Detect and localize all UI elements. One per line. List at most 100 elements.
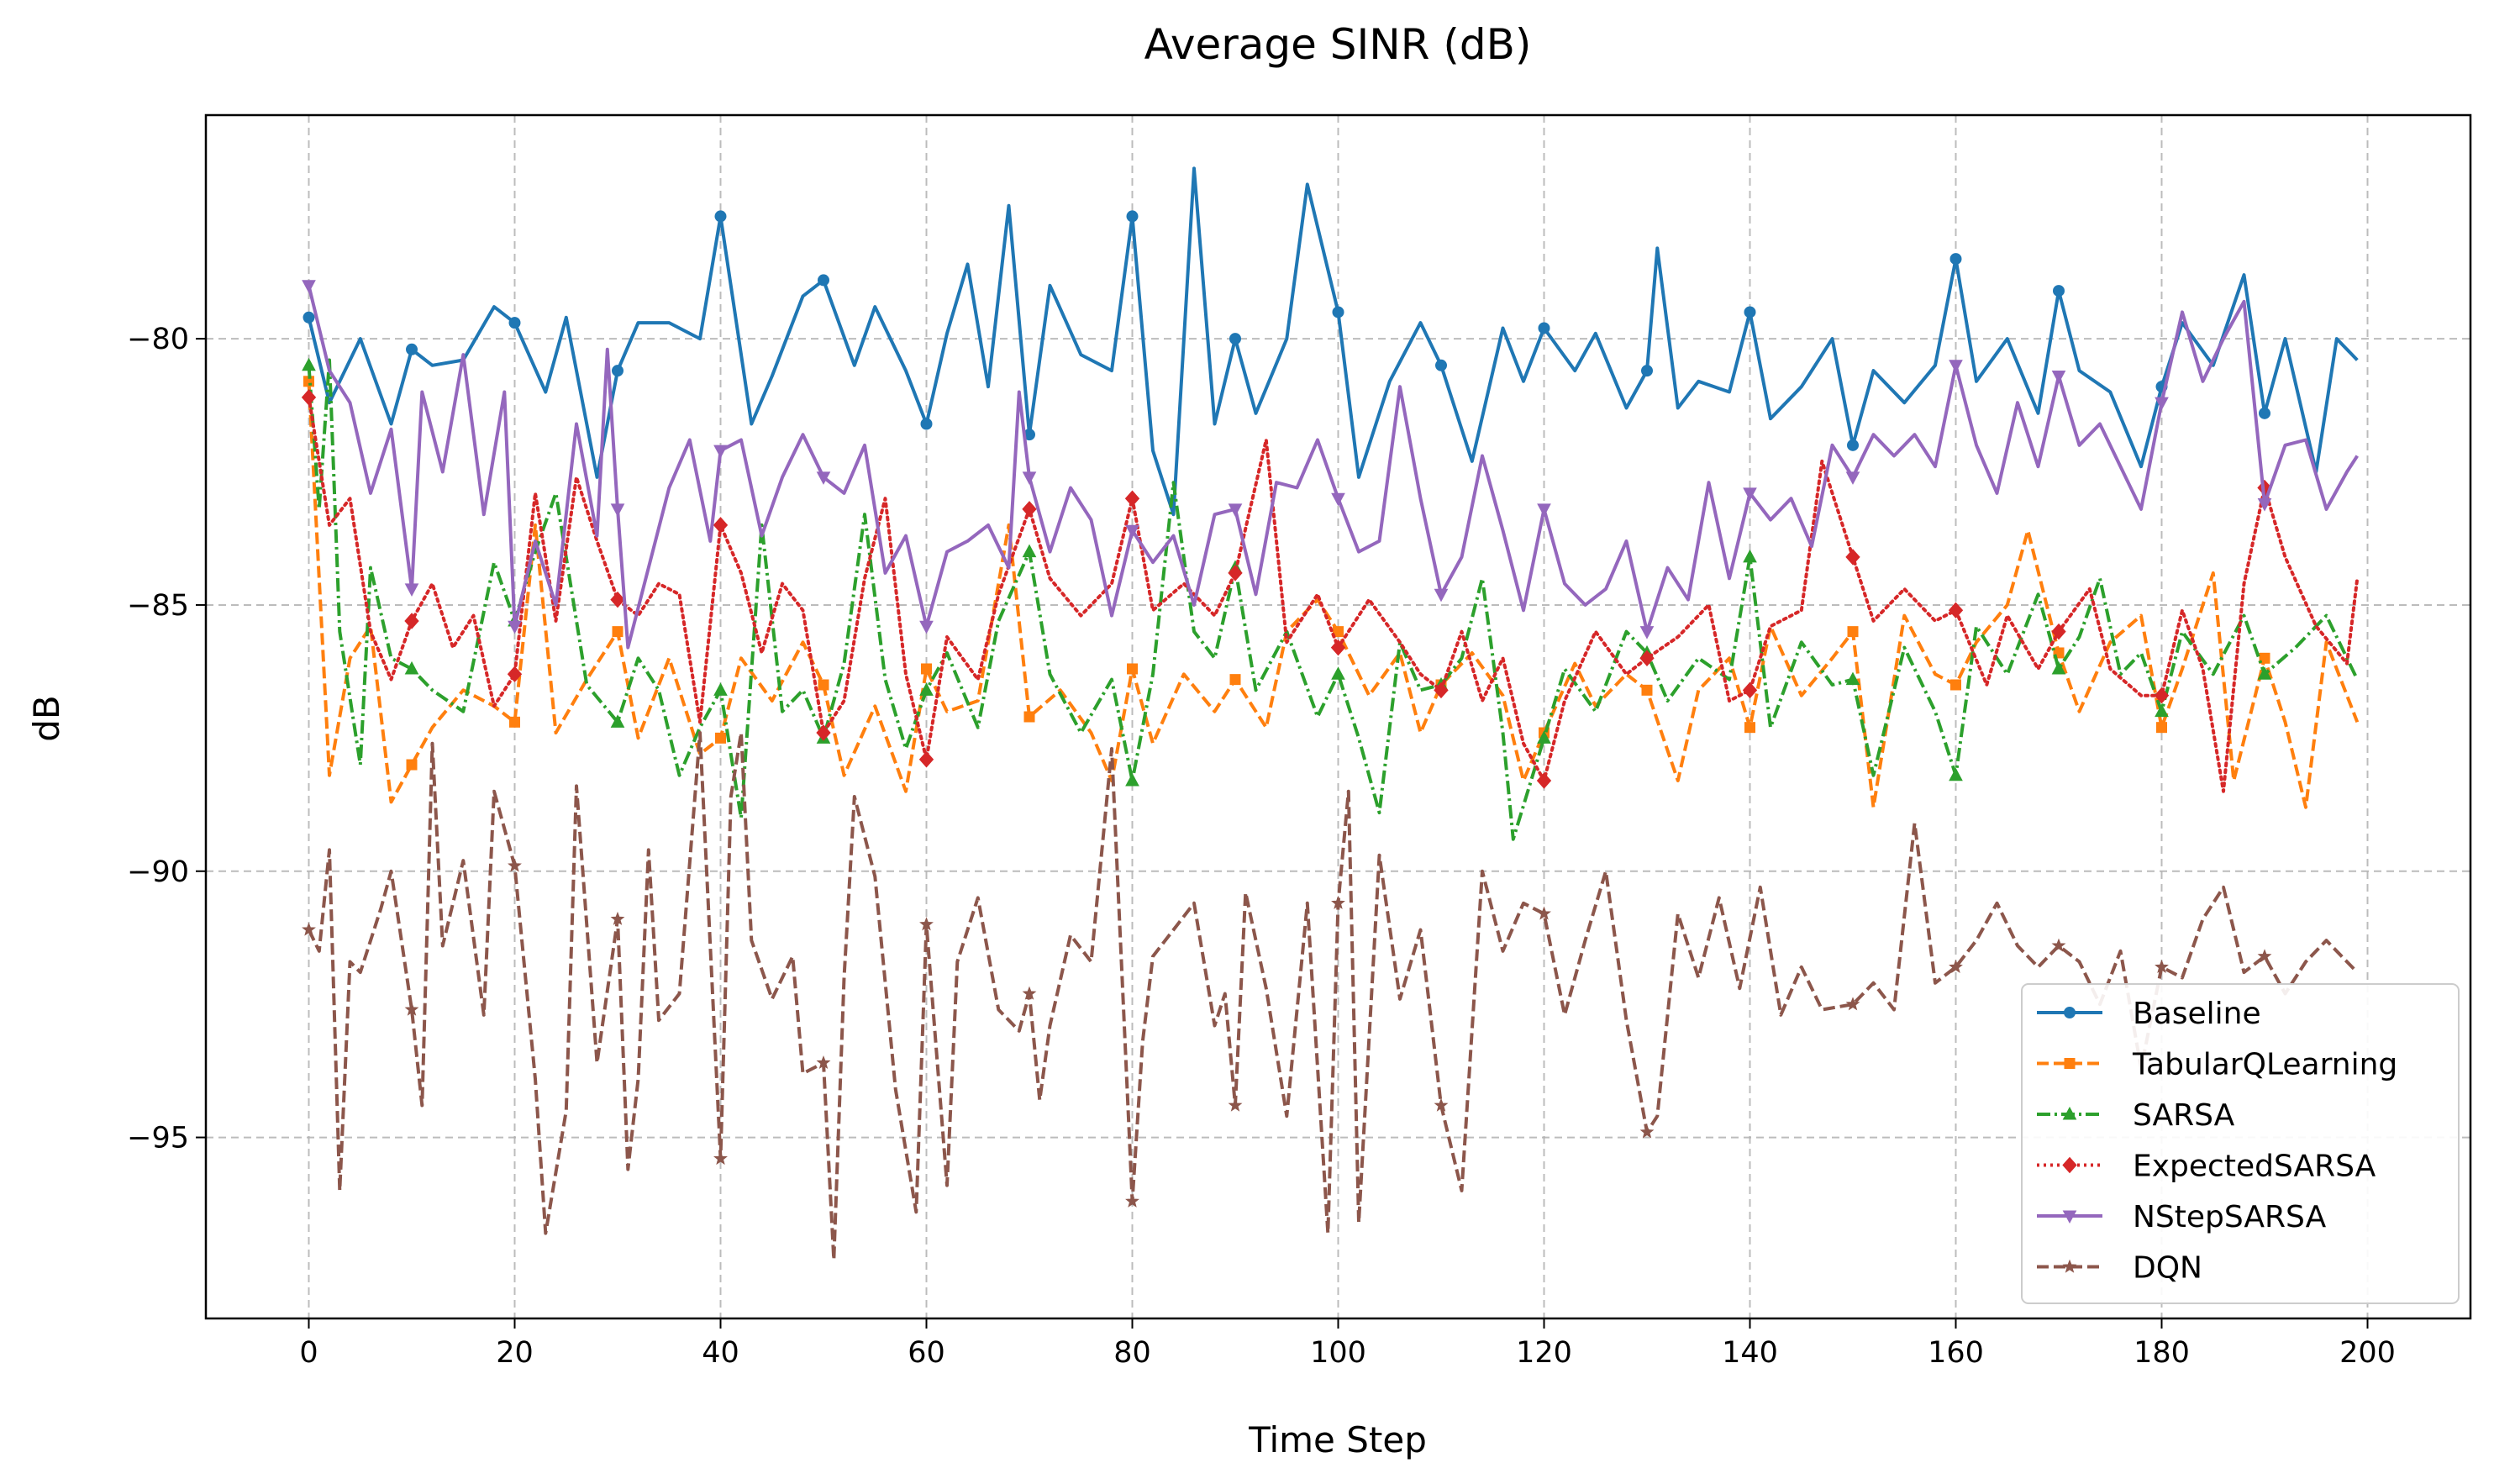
x-tick-label: 140 bbox=[1722, 1336, 1778, 1370]
series-dqn bbox=[302, 731, 2359, 1262]
data-point-marker bbox=[301, 389, 317, 406]
data-point-marker bbox=[1331, 666, 1345, 680]
data-point-marker bbox=[713, 682, 728, 696]
data-point-marker bbox=[610, 911, 625, 925]
data-point-marker bbox=[2155, 397, 2169, 411]
x-tick-label: 100 bbox=[1310, 1336, 1366, 1370]
data-point-marker bbox=[2257, 666, 2272, 680]
data-point-marker bbox=[1847, 626, 1859, 638]
data-point-marker bbox=[1022, 471, 1037, 485]
data-point-marker bbox=[406, 759, 418, 771]
data-point-marker bbox=[2051, 660, 2066, 675]
legend-marker bbox=[2064, 1007, 2076, 1018]
x-tick-label: 0 bbox=[299, 1336, 318, 1370]
data-point-marker bbox=[404, 583, 419, 597]
data-point-marker bbox=[1639, 626, 1655, 639]
data-point-marker bbox=[2053, 285, 2065, 297]
data-point-marker bbox=[714, 210, 727, 223]
series-line bbox=[307, 731, 2359, 1262]
data-point-marker bbox=[1022, 986, 1037, 1000]
data-point-marker bbox=[1331, 895, 1345, 909]
data-point-marker bbox=[2155, 959, 2169, 974]
data-point-marker bbox=[509, 716, 520, 728]
data-point-marker bbox=[1434, 588, 1449, 603]
legend: Baseline TabularQLearning SARSA ExpectedSAR… bbox=[2021, 983, 2460, 1304]
data-point-marker bbox=[920, 418, 933, 430]
data-point-marker bbox=[1435, 359, 1447, 371]
data-point-marker bbox=[816, 471, 831, 485]
data-point-marker bbox=[1641, 684, 1653, 696]
series-line bbox=[307, 381, 2360, 809]
data-point-marker bbox=[713, 445, 728, 459]
data-point-marker bbox=[1125, 1193, 1139, 1208]
series-line bbox=[307, 358, 2360, 841]
series-tabularqlearning bbox=[303, 376, 2360, 809]
legend-label: ExpectedSARSA bbox=[2133, 1150, 2376, 1184]
data-point-marker bbox=[1743, 487, 1757, 501]
data-point-marker bbox=[610, 591, 625, 608]
legend-marker bbox=[2062, 1259, 2077, 1273]
data-point-marker bbox=[507, 666, 523, 683]
data-point-marker bbox=[1845, 671, 1860, 686]
data-point-marker bbox=[508, 620, 522, 634]
series-lines bbox=[301, 166, 2360, 1262]
x-tick-label: 40 bbox=[702, 1336, 739, 1370]
data-point-marker bbox=[1538, 322, 1550, 334]
data-point-marker bbox=[302, 922, 316, 936]
legend-marker bbox=[2062, 1106, 2077, 1120]
data-point-marker bbox=[1330, 639, 1346, 656]
legend-marker bbox=[2062, 1156, 2077, 1174]
data-point-marker bbox=[610, 714, 625, 728]
data-point-marker bbox=[1228, 565, 1243, 581]
data-point-marker bbox=[508, 317, 521, 329]
y-tick-label: −95 bbox=[127, 1122, 189, 1155]
data-point-marker bbox=[404, 1002, 419, 1016]
data-point-marker bbox=[1125, 772, 1139, 787]
x-tick-label: 80 bbox=[1113, 1336, 1151, 1370]
data-point-marker bbox=[302, 280, 316, 293]
data-point-marker bbox=[1948, 602, 1964, 619]
legend-marker bbox=[2062, 1210, 2077, 1224]
legend-label: DQN bbox=[2133, 1251, 2202, 1286]
series-nstepsarsa bbox=[302, 280, 2359, 650]
data-point-marker bbox=[2259, 407, 2270, 419]
data-point-marker bbox=[612, 365, 624, 377]
data-point-marker bbox=[1845, 997, 1860, 1011]
data-point-marker bbox=[1022, 544, 1037, 558]
x-tick-label: 120 bbox=[1516, 1336, 1572, 1370]
data-point-marker bbox=[1333, 626, 1344, 638]
data-point-marker bbox=[2051, 370, 2066, 384]
data-point-marker bbox=[1124, 490, 1140, 507]
data-point-marker bbox=[1127, 663, 1138, 675]
data-point-marker bbox=[302, 357, 316, 371]
data-point-marker bbox=[2155, 703, 2169, 718]
data-point-marker bbox=[1536, 772, 1552, 789]
data-point-marker bbox=[404, 660, 419, 675]
y-axis-label: dB bbox=[26, 695, 67, 741]
data-point-marker bbox=[921, 663, 932, 675]
data-point-marker bbox=[1228, 503, 1243, 517]
data-point-marker bbox=[1639, 1124, 1655, 1139]
data-point-marker bbox=[610, 503, 625, 517]
x-tick-label: 20 bbox=[496, 1336, 534, 1370]
data-point-marker bbox=[919, 682, 934, 696]
data-point-marker bbox=[1331, 492, 1345, 507]
legend-label: TabularQLearning bbox=[2132, 1048, 2397, 1082]
legend-label: SARSA bbox=[2133, 1098, 2235, 1133]
data-point-marker bbox=[713, 517, 729, 534]
legend-item: ExpectedSARSA bbox=[2037, 1150, 2376, 1184]
data-point-marker bbox=[404, 613, 419, 629]
series-line bbox=[307, 166, 2359, 517]
data-point-marker bbox=[918, 750, 934, 768]
legend-item: DQN bbox=[2037, 1251, 2202, 1286]
x-tick-label: 60 bbox=[908, 1336, 945, 1370]
data-point-marker bbox=[2154, 687, 2170, 704]
data-point-marker bbox=[919, 917, 934, 931]
y-tick-label: −80 bbox=[127, 323, 189, 356]
data-point-marker bbox=[2051, 623, 2066, 640]
data-point-marker bbox=[1845, 471, 1860, 485]
data-point-marker bbox=[1229, 674, 1241, 686]
data-point-marker bbox=[1434, 681, 1449, 699]
data-point-marker bbox=[1126, 210, 1139, 223]
data-point-marker bbox=[1537, 503, 1551, 517]
